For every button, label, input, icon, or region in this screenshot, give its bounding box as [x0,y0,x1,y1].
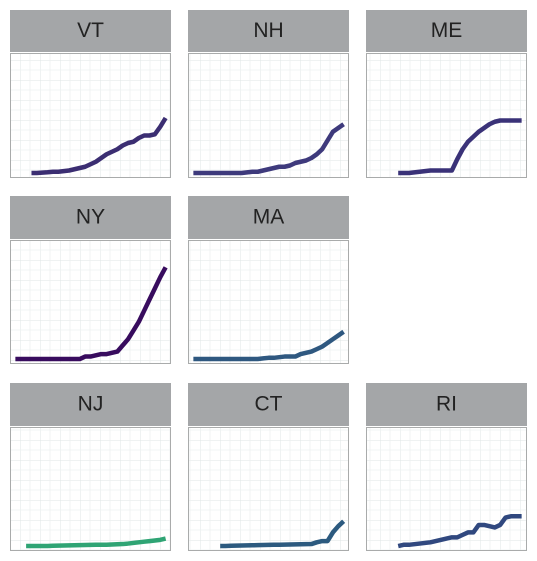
plot-border [10,240,171,364]
facet-title: RI [436,393,457,416]
facet-panel: NH [188,10,349,178]
plot-background [188,240,349,364]
facet-panel: MA [188,196,349,364]
plot-border [188,240,349,364]
data-line [31,116,168,176]
strip-background [366,383,527,426]
facet-title: MA [253,206,285,229]
strip-background [10,383,171,426]
plot-background [10,427,171,551]
plot-border [10,427,171,551]
facet-title: CT [255,393,283,416]
plot-border [188,53,349,178]
facet-panel: RI [366,383,527,551]
plot-border [366,427,527,551]
plot-background [188,53,349,178]
plot-background [10,53,171,178]
strip-background [188,10,349,52]
plot-border [10,53,171,178]
plot-border [366,53,527,178]
plot-background [366,427,527,551]
data-line [193,122,345,176]
facet-panel: NJ [10,383,171,551]
facet-title: NJ [78,393,104,416]
facet-panel: CT [188,383,349,551]
strip-background [188,196,349,239]
facet-title: NH [253,19,283,42]
plot-background [10,240,171,364]
strip-background [188,383,349,426]
plot-background [366,53,527,178]
facet-panel: VT [10,10,171,178]
facet-panel: NY [10,196,171,364]
facet-panel: ME [366,10,527,178]
facet-title: VT [77,19,104,42]
strip-background [10,196,171,239]
data-line [397,514,522,549]
facet-title: ME [431,19,463,42]
plot-border [188,427,349,551]
data-line [193,329,345,362]
data-line [398,118,522,176]
plot-background [188,427,349,551]
facet-title: NY [76,206,105,229]
data-line [220,519,346,549]
strip-background [10,10,171,52]
data-line [15,266,168,362]
data-line [26,536,167,549]
strip-background [366,10,527,52]
